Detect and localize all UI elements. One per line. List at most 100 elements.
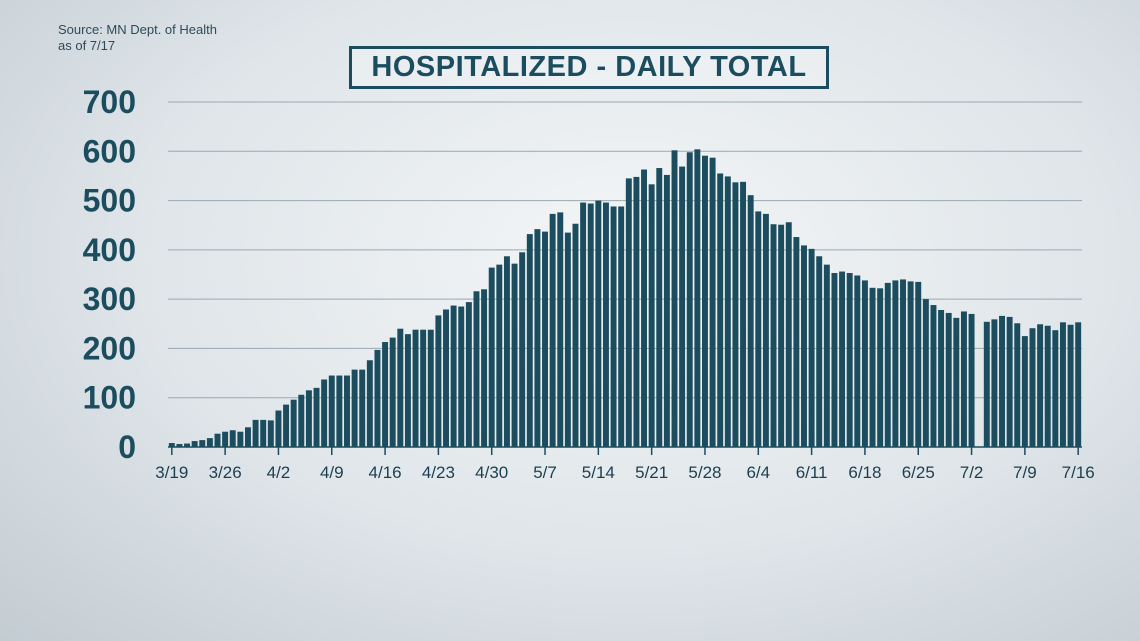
bar	[252, 419, 259, 447]
bar	[1044, 325, 1051, 447]
bar	[542, 231, 548, 447]
bar	[877, 288, 884, 447]
x-tick-label: 5/14	[582, 463, 615, 482]
bar	[938, 309, 945, 447]
bar	[801, 245, 807, 447]
bar	[191, 441, 198, 447]
bar	[900, 279, 906, 447]
bar	[374, 349, 381, 447]
bar	[709, 157, 716, 447]
x-tick-label: 3/19	[155, 463, 188, 482]
as-of-line: as of 7/17	[58, 38, 116, 53]
bar	[1059, 322, 1066, 447]
bar	[1014, 323, 1021, 447]
bars	[168, 149, 1082, 448]
y-tick-label: 300	[83, 281, 136, 317]
bar	[443, 309, 449, 447]
y-tick-label: 100	[83, 380, 136, 416]
bar	[496, 264, 503, 447]
bar	[618, 206, 625, 447]
bar	[229, 430, 236, 447]
bar	[503, 256, 510, 447]
bar	[305, 390, 312, 447]
bar	[785, 222, 792, 447]
bar	[610, 206, 617, 447]
y-tick-label: 600	[83, 133, 136, 169]
bar	[633, 176, 640, 447]
bar	[656, 168, 663, 448]
x-tick-label: 4/9	[320, 463, 344, 482]
bar	[519, 252, 526, 447]
bar	[991, 319, 998, 447]
bar	[168, 443, 175, 447]
bar	[511, 263, 518, 447]
chart-title-box: HOSPITALIZED - DAILY TOTAL	[349, 46, 829, 89]
x-tick-label: 6/18	[848, 463, 881, 482]
bar	[435, 315, 442, 447]
bar	[450, 305, 457, 447]
x-tick-label: 5/28	[688, 463, 721, 482]
bar	[572, 223, 579, 447]
bar	[473, 291, 480, 447]
bar	[983, 321, 990, 447]
bar	[831, 273, 838, 447]
bar	[907, 281, 914, 447]
bar	[747, 195, 754, 447]
bar	[420, 329, 427, 447]
x-tick-label: 4/30	[475, 463, 508, 482]
bar	[884, 282, 891, 447]
bar	[1075, 322, 1082, 447]
bar	[313, 387, 320, 447]
bar	[404, 334, 411, 447]
bar	[869, 287, 876, 447]
bar	[488, 267, 495, 447]
x-tick-label: 6/25	[902, 463, 935, 482]
bar	[816, 256, 823, 447]
x-tick-label: 4/23	[422, 463, 455, 482]
bar	[397, 328, 404, 447]
bar	[176, 444, 183, 447]
bar	[382, 342, 389, 447]
bar	[458, 306, 465, 447]
bar	[184, 443, 191, 447]
bar	[283, 404, 290, 447]
bar	[740, 181, 747, 447]
bar	[534, 229, 541, 447]
x-tick-label: 5/7	[533, 463, 557, 482]
y-axis-ticks: 0 100 200 300 400 500 600 700	[83, 84, 136, 465]
bar	[587, 203, 594, 447]
bar	[679, 166, 686, 447]
bar	[557, 212, 564, 447]
bar	[351, 369, 358, 447]
x-tick-label: 4/16	[369, 463, 402, 482]
bar	[427, 329, 434, 447]
bar	[846, 273, 853, 447]
bar	[580, 202, 587, 447]
bar	[344, 375, 350, 447]
bar	[1006, 316, 1013, 447]
bar	[915, 281, 922, 447]
x-tick-label: 6/4	[746, 463, 770, 482]
bar	[359, 369, 366, 447]
bar	[214, 433, 221, 447]
x-tick-label: 3/26	[209, 463, 242, 482]
bar	[526, 234, 533, 447]
bar	[861, 280, 868, 447]
bar	[968, 313, 975, 447]
bar	[1021, 336, 1028, 447]
y-tick-label: 500	[83, 183, 136, 219]
bar	[663, 174, 670, 447]
x-tick-label: 7/16	[1062, 463, 1095, 482]
bar	[481, 289, 488, 447]
bar	[755, 211, 762, 447]
bar	[960, 311, 967, 447]
x-tick-label: 4/2	[267, 463, 291, 482]
source-note: Source: MN Dept. of Health as of 7/17	[58, 22, 217, 54]
x-tick-label: 5/21	[635, 463, 668, 482]
bar	[694, 149, 701, 447]
x-tick-label: 7/9	[1013, 463, 1037, 482]
bar	[732, 182, 739, 447]
bar	[206, 438, 213, 447]
bar	[549, 213, 556, 447]
